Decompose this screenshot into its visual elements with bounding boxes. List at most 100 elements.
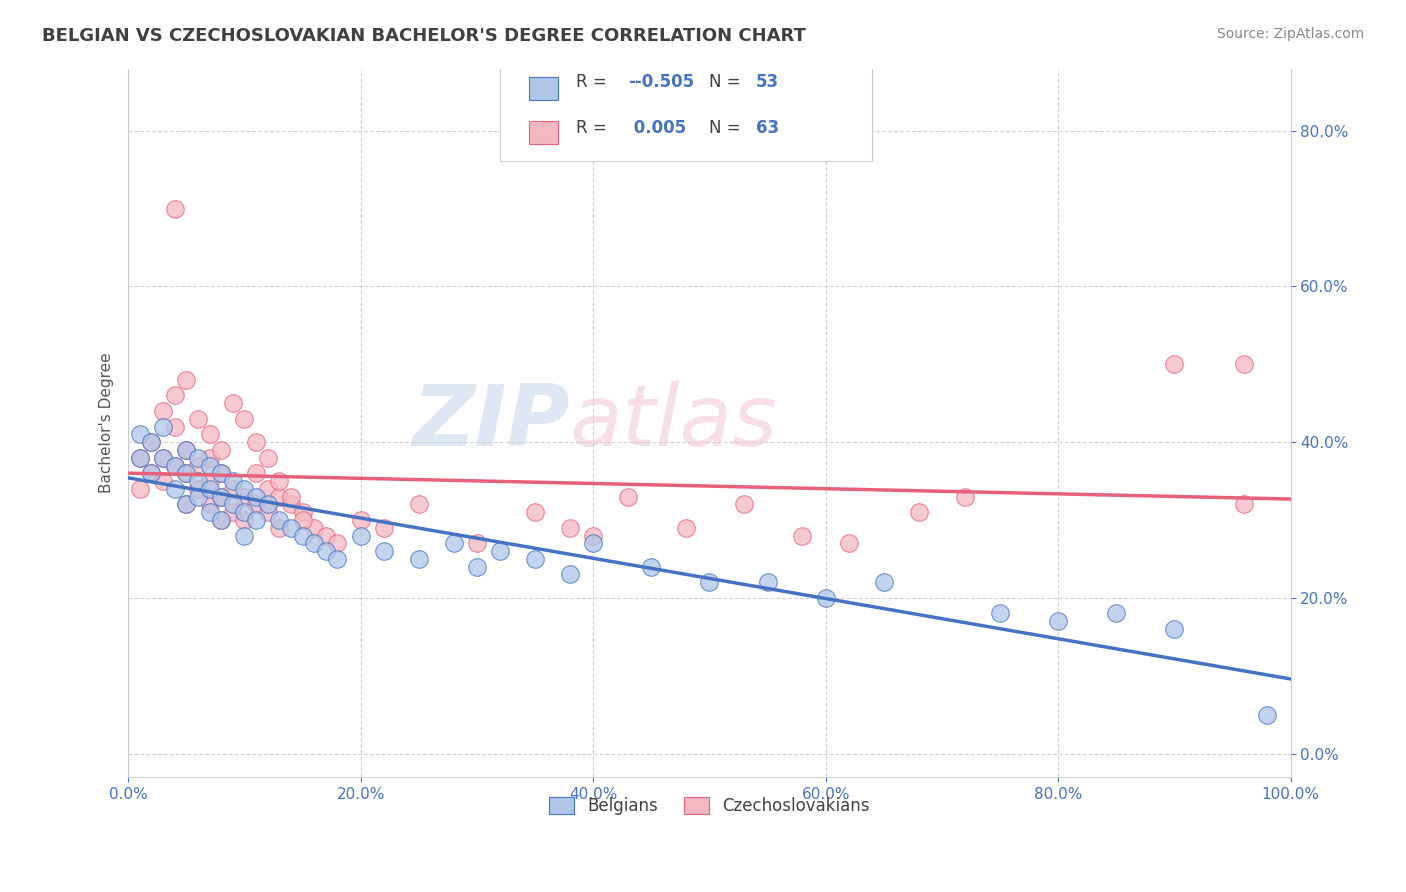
- Point: [176, 497, 198, 511]
- Point: [163, 458, 186, 473]
- Text: 53: 53: [756, 73, 779, 91]
- Point: [838, 536, 860, 550]
- Text: ZIP: ZIP: [412, 381, 569, 464]
- Point: [291, 505, 314, 519]
- Point: [699, 575, 721, 590]
- Point: [198, 505, 221, 519]
- Point: [350, 528, 373, 542]
- Point: [582, 528, 605, 542]
- Point: [582, 536, 605, 550]
- Bar: [529, 121, 558, 145]
- Point: [443, 536, 465, 550]
- Point: [233, 482, 256, 496]
- Point: [152, 450, 174, 465]
- Point: [163, 388, 186, 402]
- Point: [163, 419, 186, 434]
- Point: [465, 536, 488, 550]
- Point: [176, 373, 198, 387]
- Point: [128, 450, 150, 465]
- Point: [814, 591, 837, 605]
- Point: [198, 450, 221, 465]
- Point: [128, 450, 150, 465]
- Point: [350, 513, 373, 527]
- Text: R =: R =: [575, 73, 612, 91]
- Point: [1163, 622, 1185, 636]
- Point: [256, 450, 278, 465]
- Point: [176, 467, 198, 481]
- Text: N =: N =: [710, 119, 747, 136]
- Point: [792, 528, 814, 542]
- Point: [315, 544, 337, 558]
- Point: [128, 482, 150, 496]
- Point: [269, 490, 291, 504]
- Point: [176, 442, 198, 457]
- Point: [233, 528, 256, 542]
- Point: [524, 552, 547, 566]
- Point: [209, 490, 232, 504]
- Point: [291, 513, 314, 527]
- Point: [1233, 357, 1256, 371]
- Point: [233, 505, 256, 519]
- Point: [269, 474, 291, 488]
- Point: [187, 482, 209, 496]
- Point: [245, 490, 267, 504]
- Point: [198, 497, 221, 511]
- Point: [222, 505, 245, 519]
- Point: [489, 544, 512, 558]
- Point: [209, 467, 232, 481]
- Text: --0.505: --0.505: [628, 73, 695, 91]
- Text: BELGIAN VS CZECHOSLOVAKIAN BACHELOR'S DEGREE CORRELATION CHART: BELGIAN VS CZECHOSLOVAKIAN BACHELOR'S DE…: [42, 27, 806, 45]
- Point: [280, 521, 302, 535]
- Point: [141, 435, 163, 450]
- Point: [558, 567, 581, 582]
- Text: 63: 63: [756, 119, 779, 136]
- Point: [187, 412, 209, 426]
- Point: [222, 396, 245, 410]
- Point: [373, 521, 395, 535]
- Point: [187, 450, 209, 465]
- Point: [756, 575, 779, 590]
- Point: [315, 528, 337, 542]
- Point: [163, 458, 186, 473]
- Point: [176, 467, 198, 481]
- Point: [187, 490, 209, 504]
- Point: [233, 513, 256, 527]
- Point: [373, 544, 395, 558]
- Point: [245, 435, 267, 450]
- Point: [873, 575, 896, 590]
- Text: R =: R =: [575, 119, 612, 136]
- Text: 0.005: 0.005: [628, 119, 686, 136]
- Point: [141, 467, 163, 481]
- Point: [291, 528, 314, 542]
- Point: [245, 513, 267, 527]
- Point: [176, 442, 198, 457]
- Point: [953, 490, 976, 504]
- Point: [163, 482, 186, 496]
- Legend: Belgians, Czechoslovakians: Belgians, Czechoslovakians: [540, 787, 879, 825]
- Point: [269, 521, 291, 535]
- Point: [256, 505, 278, 519]
- Point: [302, 536, 325, 550]
- Point: [163, 202, 186, 216]
- Point: [558, 521, 581, 535]
- Point: [256, 482, 278, 496]
- Point: [1047, 614, 1070, 628]
- Point: [408, 552, 430, 566]
- Point: [152, 404, 174, 418]
- Point: [256, 497, 278, 511]
- Point: [326, 552, 349, 566]
- Point: [326, 536, 349, 550]
- Point: [128, 427, 150, 442]
- Point: [1163, 357, 1185, 371]
- Point: [465, 559, 488, 574]
- Point: [209, 513, 232, 527]
- Point: [152, 419, 174, 434]
- Point: [198, 458, 221, 473]
- Point: [198, 482, 221, 496]
- Point: [222, 474, 245, 488]
- Text: atlas: atlas: [569, 381, 778, 464]
- Point: [280, 490, 302, 504]
- Point: [209, 467, 232, 481]
- Point: [408, 497, 430, 511]
- Point: [209, 442, 232, 457]
